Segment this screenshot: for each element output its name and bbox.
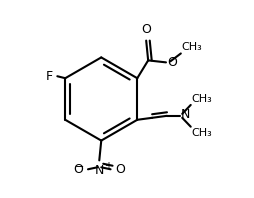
Text: −: − — [75, 162, 84, 172]
Text: O: O — [167, 56, 177, 69]
Text: CH₃: CH₃ — [191, 94, 212, 104]
Text: N: N — [94, 164, 104, 177]
Text: F: F — [46, 70, 53, 83]
Text: N: N — [181, 108, 190, 121]
Text: O: O — [74, 163, 84, 176]
Text: CH₃: CH₃ — [182, 42, 203, 52]
Text: +: + — [104, 161, 112, 171]
Text: O: O — [141, 23, 151, 36]
Text: O: O — [115, 163, 125, 176]
Text: CH₃: CH₃ — [191, 128, 212, 138]
